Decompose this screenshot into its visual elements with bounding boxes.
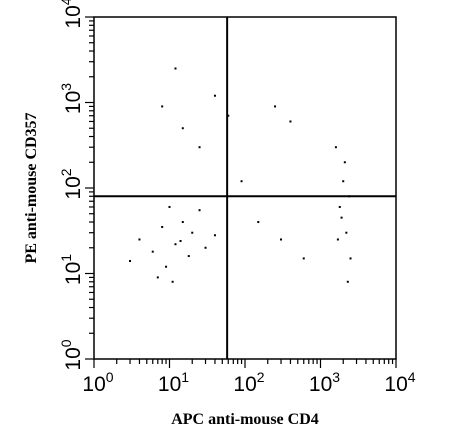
data-point [340,216,343,219]
data-point [138,238,141,241]
data-point [151,250,154,253]
x-tick-label: 103 [309,369,340,396]
data-point [198,209,201,212]
data-point [168,205,171,208]
y-tick-label: 101 [58,254,85,285]
data-point [213,94,216,97]
data-point [240,180,243,183]
y-tick-label: 100 [58,339,85,370]
data-point [302,257,305,260]
data-point [346,280,349,283]
x-tick-label: 104 [384,369,415,396]
x-tick-label: 100 [82,369,113,396]
data-point [174,67,177,70]
data-points [129,67,352,283]
x-tick-label: 102 [233,369,264,396]
data-point [161,225,164,228]
data-point [181,221,184,224]
data-point [343,161,346,164]
x-tick-label: 101 [158,369,189,396]
data-point [171,280,174,283]
data-point [213,234,216,237]
data-point [187,255,190,258]
data-point [336,238,339,241]
data-point [349,257,352,260]
data-point [161,105,164,108]
data-point [227,114,230,117]
data-point [156,276,159,279]
data-point [280,238,283,241]
data-point [334,146,337,149]
data-point [174,243,177,246]
data-point [165,265,168,268]
data-point [345,231,348,234]
data-point [191,231,194,234]
plot-frame [93,16,397,360]
y-tick-label: 103 [58,83,85,114]
y-tick-label: 104 [58,0,85,29]
data-point [181,127,184,130]
y-axis-title: PE anti-mouse CD357 [23,112,40,263]
data-point [274,105,277,108]
data-point [129,260,132,263]
data-point [342,180,345,183]
y-tick-label: 102 [58,168,85,199]
axis-ticks: 100 101 102 103 104 100 101 102 103 104 [58,0,416,396]
x-axis-title: APC anti-mouse CD4 [171,411,319,428]
data-point [338,205,341,208]
data-point [289,120,292,123]
data-point [198,146,201,149]
data-point [257,221,260,224]
data-point [179,239,182,242]
data-point [204,246,207,249]
